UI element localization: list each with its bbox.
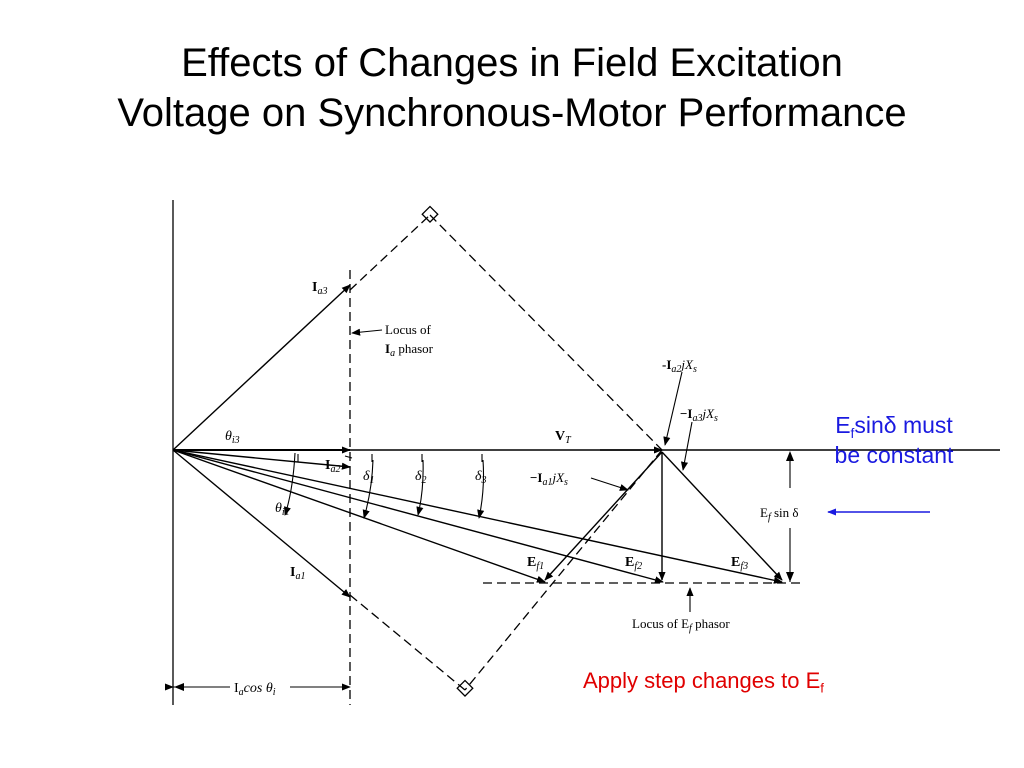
ia3jxs-leader (680, 421, 693, 471)
diamond-edge-lower-left (349, 594, 466, 691)
delta3-arc (477, 459, 485, 519)
label-ia2: Ia2 (325, 458, 340, 475)
ia2-label-leader (344, 455, 353, 459)
ia1jxs-phasor (544, 451, 663, 581)
ia2jxs-leader (663, 371, 683, 446)
ia2-phasor (172, 449, 351, 470)
label-iacos: Iacos θi (234, 681, 276, 698)
label-ia3: Ia3 (312, 280, 327, 297)
label-delta3: δ3 (475, 469, 487, 486)
label-ia1jxs: −Ia1jXs (530, 470, 568, 488)
label-locus-ia-line2: Ia phasor (385, 341, 434, 359)
ia3-phasor (172, 284, 351, 451)
constant-note: Efsinδ must be constant (806, 410, 982, 470)
label-locus-ef: Locus of Ef phasor (632, 616, 730, 634)
label-delta2: δ2 (415, 469, 427, 486)
delta2-arc (416, 459, 424, 516)
ia1jxs-leader (590, 477, 629, 491)
label-theta-i1: θi1 (275, 501, 290, 518)
label-locus-ia-line1: Locus of (385, 322, 432, 337)
slide-title-line-1: Effects of Changes in Field Excitation (181, 41, 843, 85)
label-ia1: Ia1 (290, 565, 305, 582)
ef1-phasor (172, 449, 546, 583)
constant-note-line-1: Efsinδ must (835, 412, 953, 441)
right-angle-marker-top (421, 205, 439, 223)
efsin-arrow-up (786, 451, 794, 461)
step-change-note: Apply step changes to Ef (583, 668, 824, 696)
label-vt: VT (555, 429, 572, 446)
ef2-phasor (172, 449, 664, 584)
label-ia2jxs: -Ia2jXs (662, 357, 697, 375)
locus-ia-leader (351, 328, 383, 336)
label-ef2: Ef2 (625, 555, 642, 572)
diamond-edge-upper-left (349, 214, 431, 291)
delta1-arc (362, 459, 374, 519)
diamond-edge-lower-right (464, 449, 663, 691)
label-efsin: Ef sin δ (760, 505, 799, 523)
diamond-edge-upper-right (429, 214, 663, 451)
iacos-arrow-left (174, 683, 184, 691)
constant-note-line-2: be constant (834, 442, 954, 468)
label-ef1: Ef1 (527, 555, 544, 572)
label-delta1: δ1 (363, 469, 375, 486)
label-ia3jxs: −Ia3jXs (680, 406, 718, 424)
label-ef3: Ef3 (731, 555, 748, 572)
ia3jxs-phasor (661, 451, 783, 581)
right-angle-marker-bottom (456, 679, 474, 697)
slide-title: Effects of Changes in Field Excitation V… (0, 38, 1024, 138)
ia1-phasor (172, 449, 351, 598)
theta-i1-arc (284, 452, 296, 516)
slide-title-line-2: Voltage on Synchronous-Motor Performance (117, 91, 907, 135)
efsin-arrow-down (786, 572, 794, 582)
label-theta-i3: θi3 (225, 429, 240, 446)
